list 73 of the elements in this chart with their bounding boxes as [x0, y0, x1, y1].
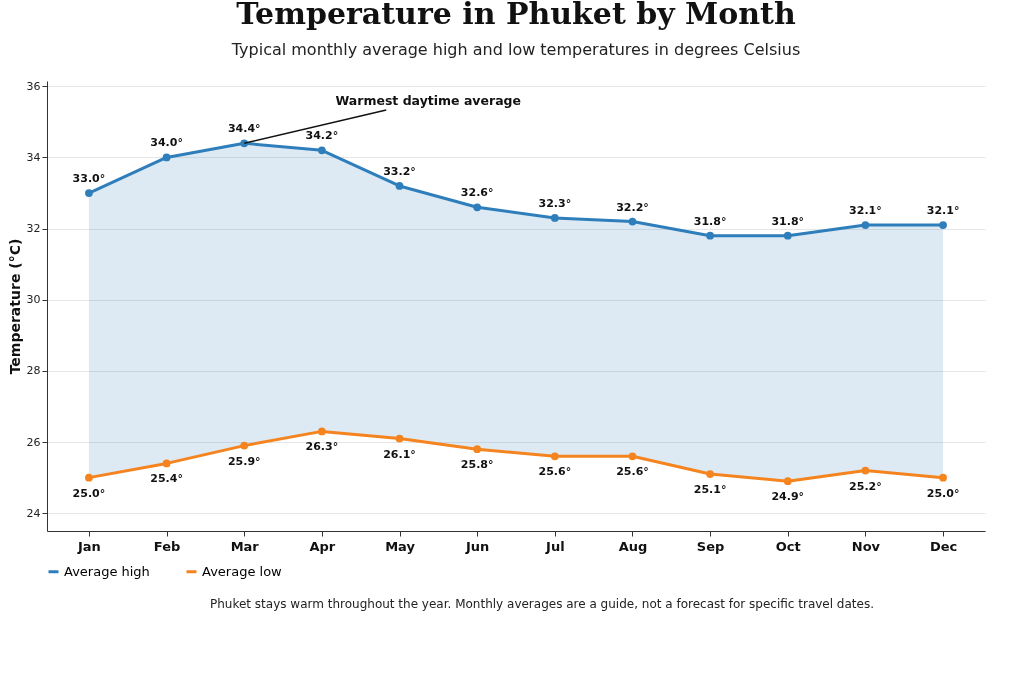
data-label: 32.3°: [538, 196, 572, 210]
x-tick-label: Jun: [465, 538, 490, 554]
data-label: 25.4°: [150, 472, 183, 486]
data-label: 25.2°: [849, 479, 882, 493]
x-tick-label: Apr: [309, 538, 336, 554]
point: [706, 470, 714, 478]
y-tick-label: 36: [26, 79, 41, 93]
data-label: 33.2°: [383, 164, 416, 178]
point: [395, 182, 404, 190]
chart-title: Temperature in Phuket by Month: [236, 0, 796, 32]
data-label: 25.6°: [538, 465, 572, 479]
point: [628, 452, 637, 461]
x-tick-label: Jan: [76, 538, 101, 554]
point: [318, 146, 326, 155]
point: [550, 214, 559, 222]
point: [85, 473, 93, 482]
point: [240, 441, 249, 450]
point: [85, 189, 93, 197]
y-tick-label: 26: [26, 435, 41, 449]
data-label: 25.6°: [616, 465, 649, 479]
data-label: 25.0°: [72, 486, 106, 500]
text: Phuket stays warm throughout the year. Monthly averages are a guide, not a forecast for specific travel dates.: [209, 597, 875, 611]
data-label: 26.1°: [383, 447, 416, 461]
point: [628, 217, 637, 226]
annotation: Warmest daytime average: [335, 93, 522, 109]
data-label: 25.9°: [227, 454, 261, 468]
y-tick-label: 34: [26, 150, 41, 164]
legend-label: Average high: [64, 563, 150, 579]
data-label: 25.8°: [460, 458, 494, 472]
data-label: 34.4°: [227, 122, 261, 136]
data-label: 34.0°: [150, 136, 183, 150]
data-label: 33.0°: [72, 172, 106, 186]
point: [861, 466, 870, 475]
point: [473, 203, 482, 212]
y-tick-label: 30: [26, 293, 41, 307]
legend-label: Average low: [202, 563, 283, 579]
x-tick-label: Dec: [929, 538, 958, 554]
x-tick-label: May: [385, 538, 416, 554]
data-label: 31.8°: [693, 214, 727, 228]
data-label: 31.8°: [771, 214, 805, 228]
point: [162, 153, 171, 162]
point: [162, 459, 171, 468]
point: [550, 452, 559, 461]
y-tick-label: 24: [26, 506, 41, 520]
point: [473, 445, 482, 454]
data-label: 24.9°: [771, 490, 805, 504]
x-tick-label: Nov: [851, 538, 881, 554]
data-label: 32.2°: [616, 200, 649, 214]
x-tick-label: Sep: [696, 538, 725, 554]
data-label: 25.0°: [926, 486, 960, 500]
point: [939, 221, 947, 229]
data-label: 32.1°: [849, 204, 882, 218]
point: [939, 473, 947, 482]
point: [783, 231, 792, 240]
x-tick-label: Jul: [545, 538, 565, 554]
point: [706, 231, 714, 240]
data-label: 32.6°: [460, 186, 494, 200]
x-tick-label: Aug: [618, 538, 648, 554]
y-tick-label: 32: [26, 222, 41, 236]
y-tick-label: 28: [26, 364, 41, 378]
point: [861, 221, 870, 229]
x-tick-label: Oct: [775, 538, 801, 554]
point: [318, 427, 326, 436]
x-tick-label: Mar: [230, 538, 260, 554]
y-axis-title: Temperature (°C): [6, 238, 23, 375]
chart-subtitle: Typical monthly average high and low temperatures in degrees Celsius: [230, 40, 801, 60]
point: [395, 434, 404, 443]
point: [783, 477, 792, 486]
data-label: 26.3°: [305, 440, 339, 454]
x-tick-label: Feb: [153, 538, 181, 554]
data-label: 34.2°: [305, 129, 339, 143]
data-label: 25.1°: [693, 483, 727, 497]
data-label: 32.1°: [926, 204, 960, 218]
